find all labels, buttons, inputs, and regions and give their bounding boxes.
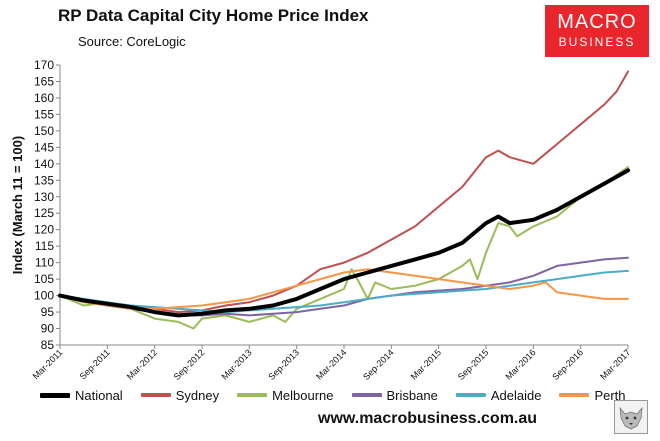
- website-url: www.macrobusiness.com.au: [318, 410, 538, 427]
- legend-label: National: [75, 387, 123, 403]
- x-tick-label: Mar-2011: [31, 347, 65, 381]
- y-tick-label: 155: [34, 107, 54, 121]
- y-tick-label: 120: [34, 223, 54, 237]
- x-tick-label: Sep-2016: [550, 347, 585, 382]
- x-tick-label: Mar-2013: [219, 347, 253, 381]
- logo-line-1: MACRO: [557, 11, 637, 33]
- logo-line-2: BUSINESS: [558, 35, 636, 49]
- y-tick-label: 110: [35, 256, 54, 270]
- y-tick-label: 135: [34, 173, 54, 187]
- legend-swatch: [140, 393, 171, 397]
- wolf-logo-icon: [614, 400, 648, 434]
- x-tick-label: Mar-2015: [409, 347, 443, 381]
- legend-item-sydney: Sydney: [140, 387, 220, 403]
- series-line-melbourne: [59, 166, 629, 330]
- x-tick-label: Mar-2014: [314, 347, 348, 381]
- y-tick-label: 105: [34, 272, 54, 286]
- y-tick-label: 90: [41, 322, 55, 336]
- legend-swatch: [455, 393, 486, 397]
- legend-label: Sydney: [175, 387, 220, 403]
- legend-item-melbourne: Melbourne: [237, 387, 334, 403]
- x-tick-label: Sep-2013: [266, 347, 301, 382]
- y-tick-label: 145: [34, 140, 54, 154]
- legend-swatch: [237, 393, 268, 397]
- series-line-adelaide: [59, 269, 629, 314]
- y-tick-label: 170: [34, 58, 54, 72]
- series-line-sydney: [59, 70, 629, 314]
- y-tick-label: 125: [34, 206, 54, 220]
- chart-legend: National Sydney Melbourne Brisbane Adelaide P…: [40, 386, 644, 404]
- x-tick-label: Mar-2012: [125, 347, 159, 381]
- y-tick-label: 150: [34, 124, 54, 138]
- y-tick-label: 140: [34, 157, 54, 171]
- legend-label: Melbourne: [272, 387, 334, 403]
- y-tick-label: 85: [41, 338, 55, 352]
- y-tick-label: 130: [34, 190, 54, 204]
- x-tick-label: Sep-2015: [456, 347, 491, 382]
- x-tick-label: Mar-2017: [598, 347, 632, 381]
- series-line-perth: [59, 268, 629, 310]
- x-tick-label: Sep-2012: [172, 347, 207, 382]
- chart-source: Source: CoreLogic: [78, 34, 186, 49]
- y-axis-label: Index (March 11 = 100): [10, 136, 25, 274]
- y-tick-label: 165: [34, 74, 54, 88]
- legend-item-perth: Perth: [559, 387, 626, 403]
- y-tick-label: 115: [35, 239, 54, 253]
- x-tick-label: Mar-2016: [503, 347, 537, 381]
- legend-label: Brisbane: [386, 387, 438, 403]
- legend-swatch: [559, 393, 590, 397]
- legend-swatch: [351, 393, 382, 397]
- x-tick-label: Sep-2011: [78, 347, 112, 381]
- legend-swatch: [40, 392, 70, 398]
- y-tick-label: 160: [34, 91, 54, 105]
- legend-label: Perth: [594, 387, 626, 403]
- macrobusiness-logo: MACRO BUSINESS: [545, 5, 649, 57]
- legend-item-national: National: [40, 388, 123, 403]
- series-line-national: [58, 168, 630, 318]
- y-tick-label: 100: [34, 289, 54, 303]
- legend-item-adelaide: Adelaide: [455, 387, 542, 403]
- chart-title: RP Data Capital City Home Price Index: [58, 6, 369, 25]
- legend-label: Adelaide: [490, 387, 542, 403]
- legend-item-brisbane: Brisbane: [351, 387, 438, 403]
- y-tick-label: 95: [41, 305, 55, 319]
- x-tick-label: Sep-2014: [361, 347, 396, 382]
